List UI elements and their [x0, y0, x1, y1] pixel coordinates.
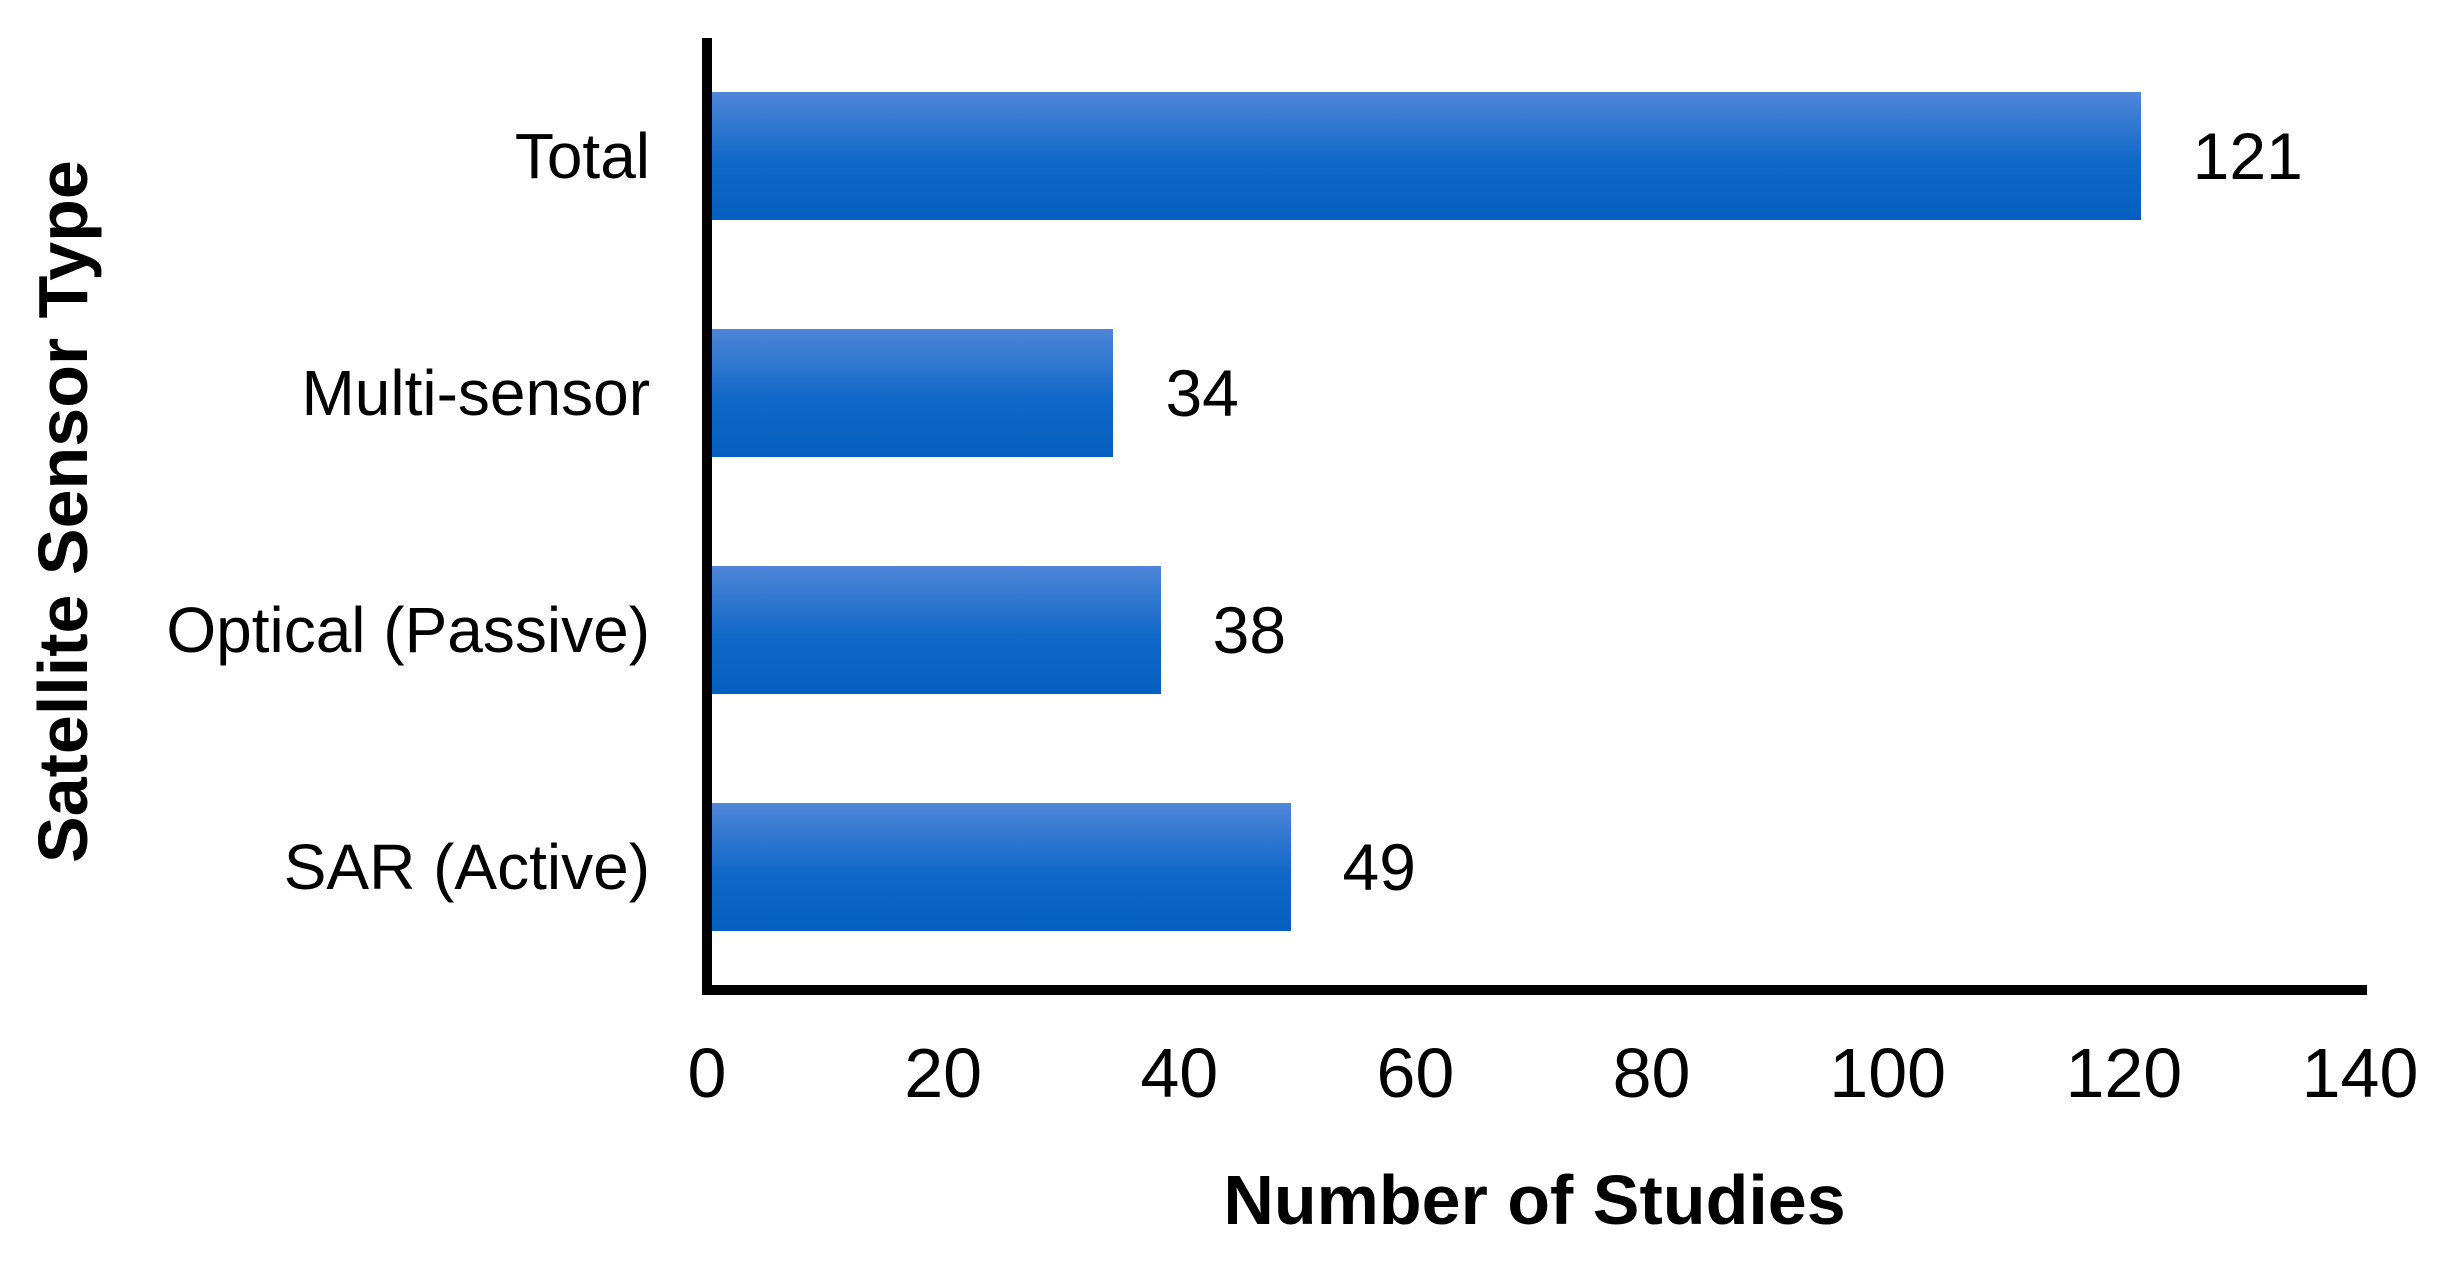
x-tick-label: 100: [1829, 1034, 1947, 1112]
bar-row: 34: [712, 329, 2367, 458]
bar: [712, 565, 1161, 694]
x-tick-label: 80: [1612, 1034, 1691, 1112]
category-label: SAR (Active): [283, 830, 650, 903]
x-tick-label: 20: [904, 1034, 983, 1112]
x-tick-label: 60: [1376, 1034, 1455, 1112]
bar: [712, 92, 2141, 221]
value-label: 49: [1342, 829, 1416, 904]
bar-row: 49: [712, 802, 2367, 931]
x-axis-title: Number of Studies: [1223, 1161, 1846, 1239]
value-label: 34: [1165, 356, 1239, 431]
category-label: Total: [514, 120, 650, 193]
value-label: 38: [1212, 592, 1287, 667]
value-label: 121: [2192, 119, 2303, 194]
x-tick-label: 120: [2065, 1034, 2183, 1112]
x-axis-tick-labels: 0 20 40 60 80 100 120 140: [688, 1030, 2422, 1116]
bar: [712, 329, 1114, 458]
bar: [712, 802, 1291, 931]
category-axis-labels: Total Multi-sensor Optical (Passive) SAR (A…: [0, 38, 650, 985]
x-tick-label: 140: [2301, 1034, 2419, 1112]
bar-row: 121: [712, 92, 2367, 221]
category-label: Multi-sensor: [301, 357, 650, 430]
x-tick-label: 40: [1140, 1034, 1219, 1112]
plot-area: 121 34 38 49: [702, 38, 2367, 995]
bar-row: 38: [712, 565, 2367, 694]
x-tick-label: 0: [687, 1034, 727, 1112]
category-label: Optical (Passive): [166, 593, 650, 666]
